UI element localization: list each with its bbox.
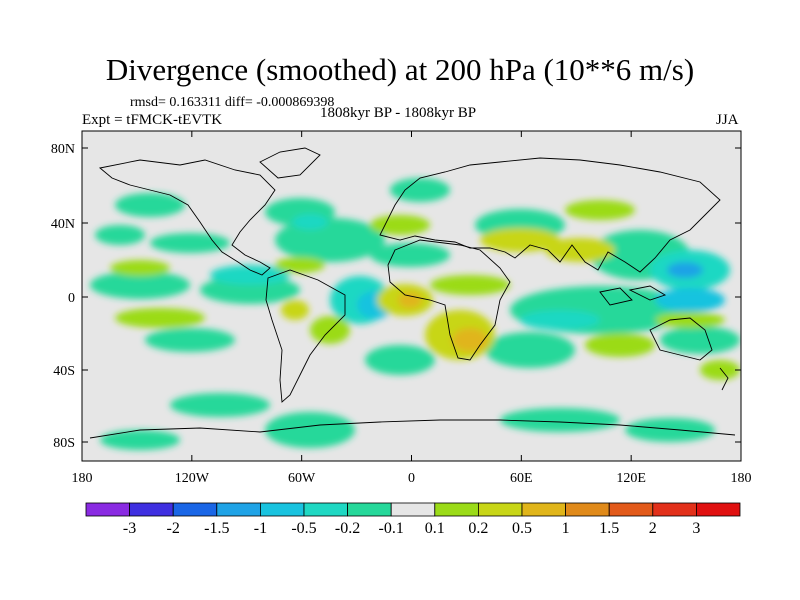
colorbar-swatch <box>565 502 610 517</box>
map-axes: 180 120W 60W 0 60E 120E 180 80N 40N 0 40S 80S <box>51 131 752 486</box>
lat-label: 0 <box>68 291 75 306</box>
lon-label: 180 <box>72 471 93 486</box>
experiment-label: Expt = tFMCK-tEVTK <box>82 112 223 128</box>
lat-label: 40N <box>51 217 75 232</box>
colorbar-swatch <box>521 502 566 517</box>
lon-label: 180 <box>731 471 752 486</box>
colorbar-swatch <box>303 502 348 517</box>
rmsd-value: rmsd= 0.163311 <box>130 95 222 110</box>
colorbar-swatch <box>434 502 479 517</box>
lon-label: 60E <box>510 471 533 486</box>
map-title: Divergence (smoothed) at 200 hPa (10**6 … <box>105 52 695 87</box>
colorbar-swatch <box>172 502 218 517</box>
colorbar-swatch <box>347 502 392 517</box>
colorbar-label: 1.5 <box>599 520 619 537</box>
lon-label: 0 <box>408 471 415 486</box>
colorbar-label: -2 <box>167 520 180 537</box>
colorbar-label: -3 <box>123 520 136 537</box>
colorbar-label: -0.1 <box>379 520 404 537</box>
colorbar-swatch <box>696 502 741 517</box>
colorbar: -3 -2 -1.5 -1 -0.5 -0.2 -0.1 0.1 0.2 0.5 1 1.5 2 3 <box>85 502 741 537</box>
period-label: 1808kyr BP - 1808kyr BP <box>320 105 477 121</box>
colorbar-swatch <box>216 502 261 517</box>
field-blobs <box>90 178 740 450</box>
colorbar-swatch <box>129 502 174 517</box>
lat-label: 80N <box>51 142 75 157</box>
colorbar-label: -0.5 <box>291 520 316 537</box>
colorbar-swatch <box>652 502 697 517</box>
colorbar-label: -1 <box>254 520 267 537</box>
stats-line: rmsd= 0.163311 diff= -0.000869398 <box>130 95 334 111</box>
colorbar-label: -0.2 <box>335 520 360 537</box>
diff-value: diff= -0.000869398 <box>224 95 335 110</box>
lat-label: 80S <box>53 436 75 451</box>
colorbar-swatch <box>477 502 523 517</box>
colorbar-swatch <box>259 502 305 517</box>
colorbar-swatch <box>85 502 130 517</box>
colorbar-label: 0.2 <box>468 520 488 537</box>
coastlines <box>89 147 736 439</box>
colorbar-label: 0.1 <box>425 520 445 537</box>
colorbar-label: 3 <box>692 520 700 537</box>
map-area <box>82 131 741 461</box>
colorbar-label: 1 <box>562 520 570 537</box>
colorbar-label: 2 <box>649 520 657 537</box>
colorbar-label: 0.5 <box>512 520 532 537</box>
lon-label: 120E <box>616 471 646 486</box>
colorbar-label: -1.5 <box>204 520 229 537</box>
lon-label: 60W <box>288 471 316 486</box>
lat-label: 40S <box>53 364 75 379</box>
season-label: JJA <box>716 112 739 128</box>
colorbar-swatch <box>390 502 436 517</box>
lon-label: 120W <box>175 471 210 486</box>
colorbar-swatch <box>608 502 654 517</box>
